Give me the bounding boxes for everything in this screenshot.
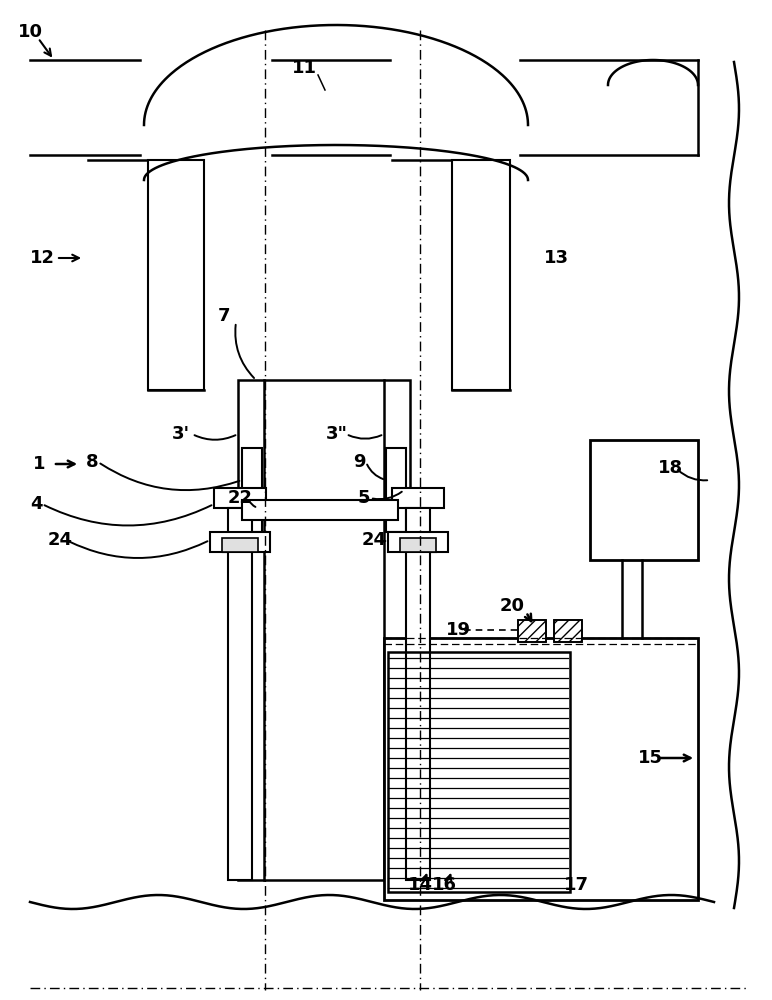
Bar bbox=[386, 448, 406, 532]
Text: 22: 22 bbox=[228, 489, 253, 507]
Bar bbox=[388, 652, 570, 892]
Bar bbox=[30, 60, 138, 900]
Text: 3': 3' bbox=[172, 425, 190, 443]
Bar bbox=[384, 380, 410, 880]
Bar bbox=[400, 538, 436, 552]
Bar bbox=[388, 532, 448, 552]
Bar bbox=[148, 160, 204, 390]
Text: 8: 8 bbox=[86, 453, 99, 471]
Bar bbox=[590, 440, 698, 560]
Bar bbox=[518, 620, 546, 642]
Bar bbox=[30, 60, 698, 155]
Text: 7: 7 bbox=[218, 307, 231, 325]
Bar bbox=[598, 60, 708, 690]
Text: 16: 16 bbox=[432, 876, 457, 894]
Text: 18: 18 bbox=[658, 459, 683, 477]
Bar bbox=[452, 160, 510, 390]
Bar bbox=[238, 380, 264, 880]
Bar bbox=[518, 620, 546, 642]
Bar bbox=[30, 630, 384, 900]
Text: 19: 19 bbox=[446, 621, 471, 639]
Text: 24: 24 bbox=[362, 531, 387, 549]
Text: 4: 4 bbox=[30, 495, 42, 513]
Bar bbox=[392, 110, 570, 160]
Text: 24: 24 bbox=[48, 531, 73, 549]
Text: 10: 10 bbox=[18, 23, 43, 41]
Text: 3": 3" bbox=[326, 425, 348, 443]
Bar bbox=[598, 60, 708, 310]
Bar bbox=[222, 538, 258, 552]
Bar bbox=[242, 448, 262, 532]
Bar bbox=[88, 110, 264, 160]
Text: 9: 9 bbox=[353, 453, 365, 471]
Bar bbox=[510, 110, 570, 390]
Bar bbox=[88, 110, 148, 390]
Bar bbox=[242, 500, 398, 520]
Text: 14: 14 bbox=[408, 876, 433, 894]
Bar bbox=[214, 488, 266, 508]
Bar bbox=[140, 60, 272, 155]
Text: 12: 12 bbox=[30, 249, 55, 267]
Bar bbox=[204, 110, 264, 390]
Bar bbox=[406, 508, 430, 880]
Bar bbox=[392, 488, 444, 508]
Text: 1: 1 bbox=[33, 455, 46, 473]
Bar bbox=[63, 342, 91, 390]
Text: 5: 5 bbox=[358, 489, 371, 507]
Bar bbox=[574, 342, 602, 390]
Text: 20: 20 bbox=[500, 597, 525, 615]
Bar bbox=[554, 620, 582, 642]
Text: 15: 15 bbox=[638, 749, 663, 767]
Text: 13: 13 bbox=[544, 249, 569, 267]
Bar bbox=[384, 638, 698, 900]
Bar bbox=[392, 110, 452, 390]
Bar bbox=[554, 620, 582, 642]
Bar bbox=[210, 532, 270, 552]
Bar bbox=[390, 60, 520, 155]
Bar bbox=[271, 342, 299, 390]
Text: 17: 17 bbox=[564, 876, 589, 894]
Text: 11: 11 bbox=[292, 59, 317, 77]
Bar bbox=[228, 508, 252, 880]
Bar bbox=[370, 342, 398, 390]
